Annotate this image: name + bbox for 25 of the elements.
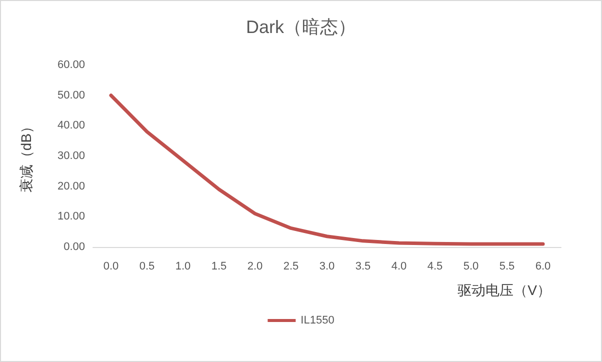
chart-title: Dark（暗态） [246,17,356,37]
x-tick-label: 5.0 [463,260,479,272]
x-tick-label: 0.5 [139,260,155,272]
y-tick-label: 50.00 [57,89,85,102]
y-tick-label: 30.00 [57,150,85,162]
x-tick-label: 1.0 [175,260,191,272]
x-tick-label: 4.5 [427,260,443,272]
x-tick-label: 5.5 [499,260,515,272]
x-tick-label: 3.0 [319,260,335,272]
y-tick-label: 0.00 [64,241,85,253]
y-axis-title: 衰减（dB） [18,119,34,193]
x-tick-label: 4.0 [391,260,407,272]
x-tick-label: 0.0 [103,260,119,272]
x-axis-title: 驱动电压（V） [458,282,551,298]
x-tick-label: 6.0 [535,260,551,272]
y-tick-label: 40.00 [57,120,85,132]
x-tick-label: 2.0 [247,260,263,272]
legend-label: IL1550 [300,314,334,326]
y-tick-label: 10.00 [57,210,85,223]
line-series [109,94,545,246]
y-tick-label: 20.00 [57,180,85,192]
x-tick-label: 3.5 [355,260,371,272]
y-tick-label: 60.00 [57,59,85,71]
x-tick-label: 2.5 [283,260,299,272]
x-tick-label: 1.5 [211,260,227,272]
